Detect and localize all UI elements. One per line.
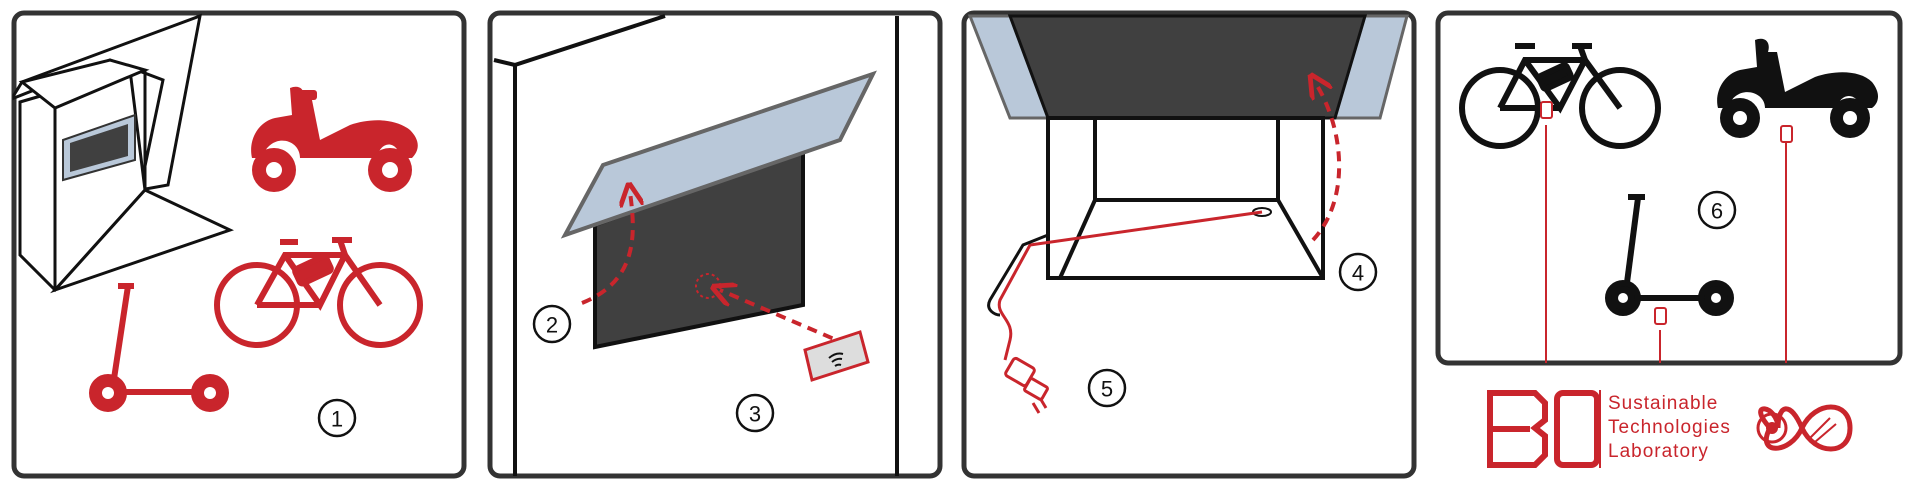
brand-text: Sustainable Technologies Laboratory — [1608, 392, 1731, 464]
locker-station-icon — [12, 13, 234, 294]
rfid-card-icon — [803, 330, 870, 382]
bicycle-icon — [214, 237, 423, 348]
panel-2-3: 2 3 — [487, 10, 943, 479]
bicycle-icon — [1459, 43, 1661, 149]
panel-6: 6 — [1435, 10, 1903, 366]
step-4-label: 4 — [1352, 261, 1364, 286]
brand-line-1: Sustainable — [1608, 393, 1719, 414]
step-5-label: 5 — [1101, 377, 1113, 402]
scooter-icon — [1717, 38, 1878, 138]
brand-line-2: Technologies — [1608, 417, 1731, 438]
step-2-label: 2 — [546, 313, 558, 338]
kick-scooter-icon — [89, 283, 229, 412]
step-6-label: 6 — [1711, 199, 1723, 224]
charging-plug-icon — [1004, 356, 1049, 414]
step-1-circle — [317, 398, 357, 438]
step-3-label: 3 — [749, 402, 761, 427]
btd-logo-icon — [1487, 390, 1601, 468]
brand-line-3: Laboratory — [1608, 441, 1709, 462]
kick-scooter-icon — [1605, 194, 1734, 316]
panel-1: 1 — [11, 10, 467, 479]
panel-4-5: 4 5 — [961, 10, 1417, 479]
infinity-plug-icon — [1756, 404, 1853, 452]
step-1-label: 1 — [331, 407, 343, 432]
scooter-icon — [251, 86, 418, 192]
